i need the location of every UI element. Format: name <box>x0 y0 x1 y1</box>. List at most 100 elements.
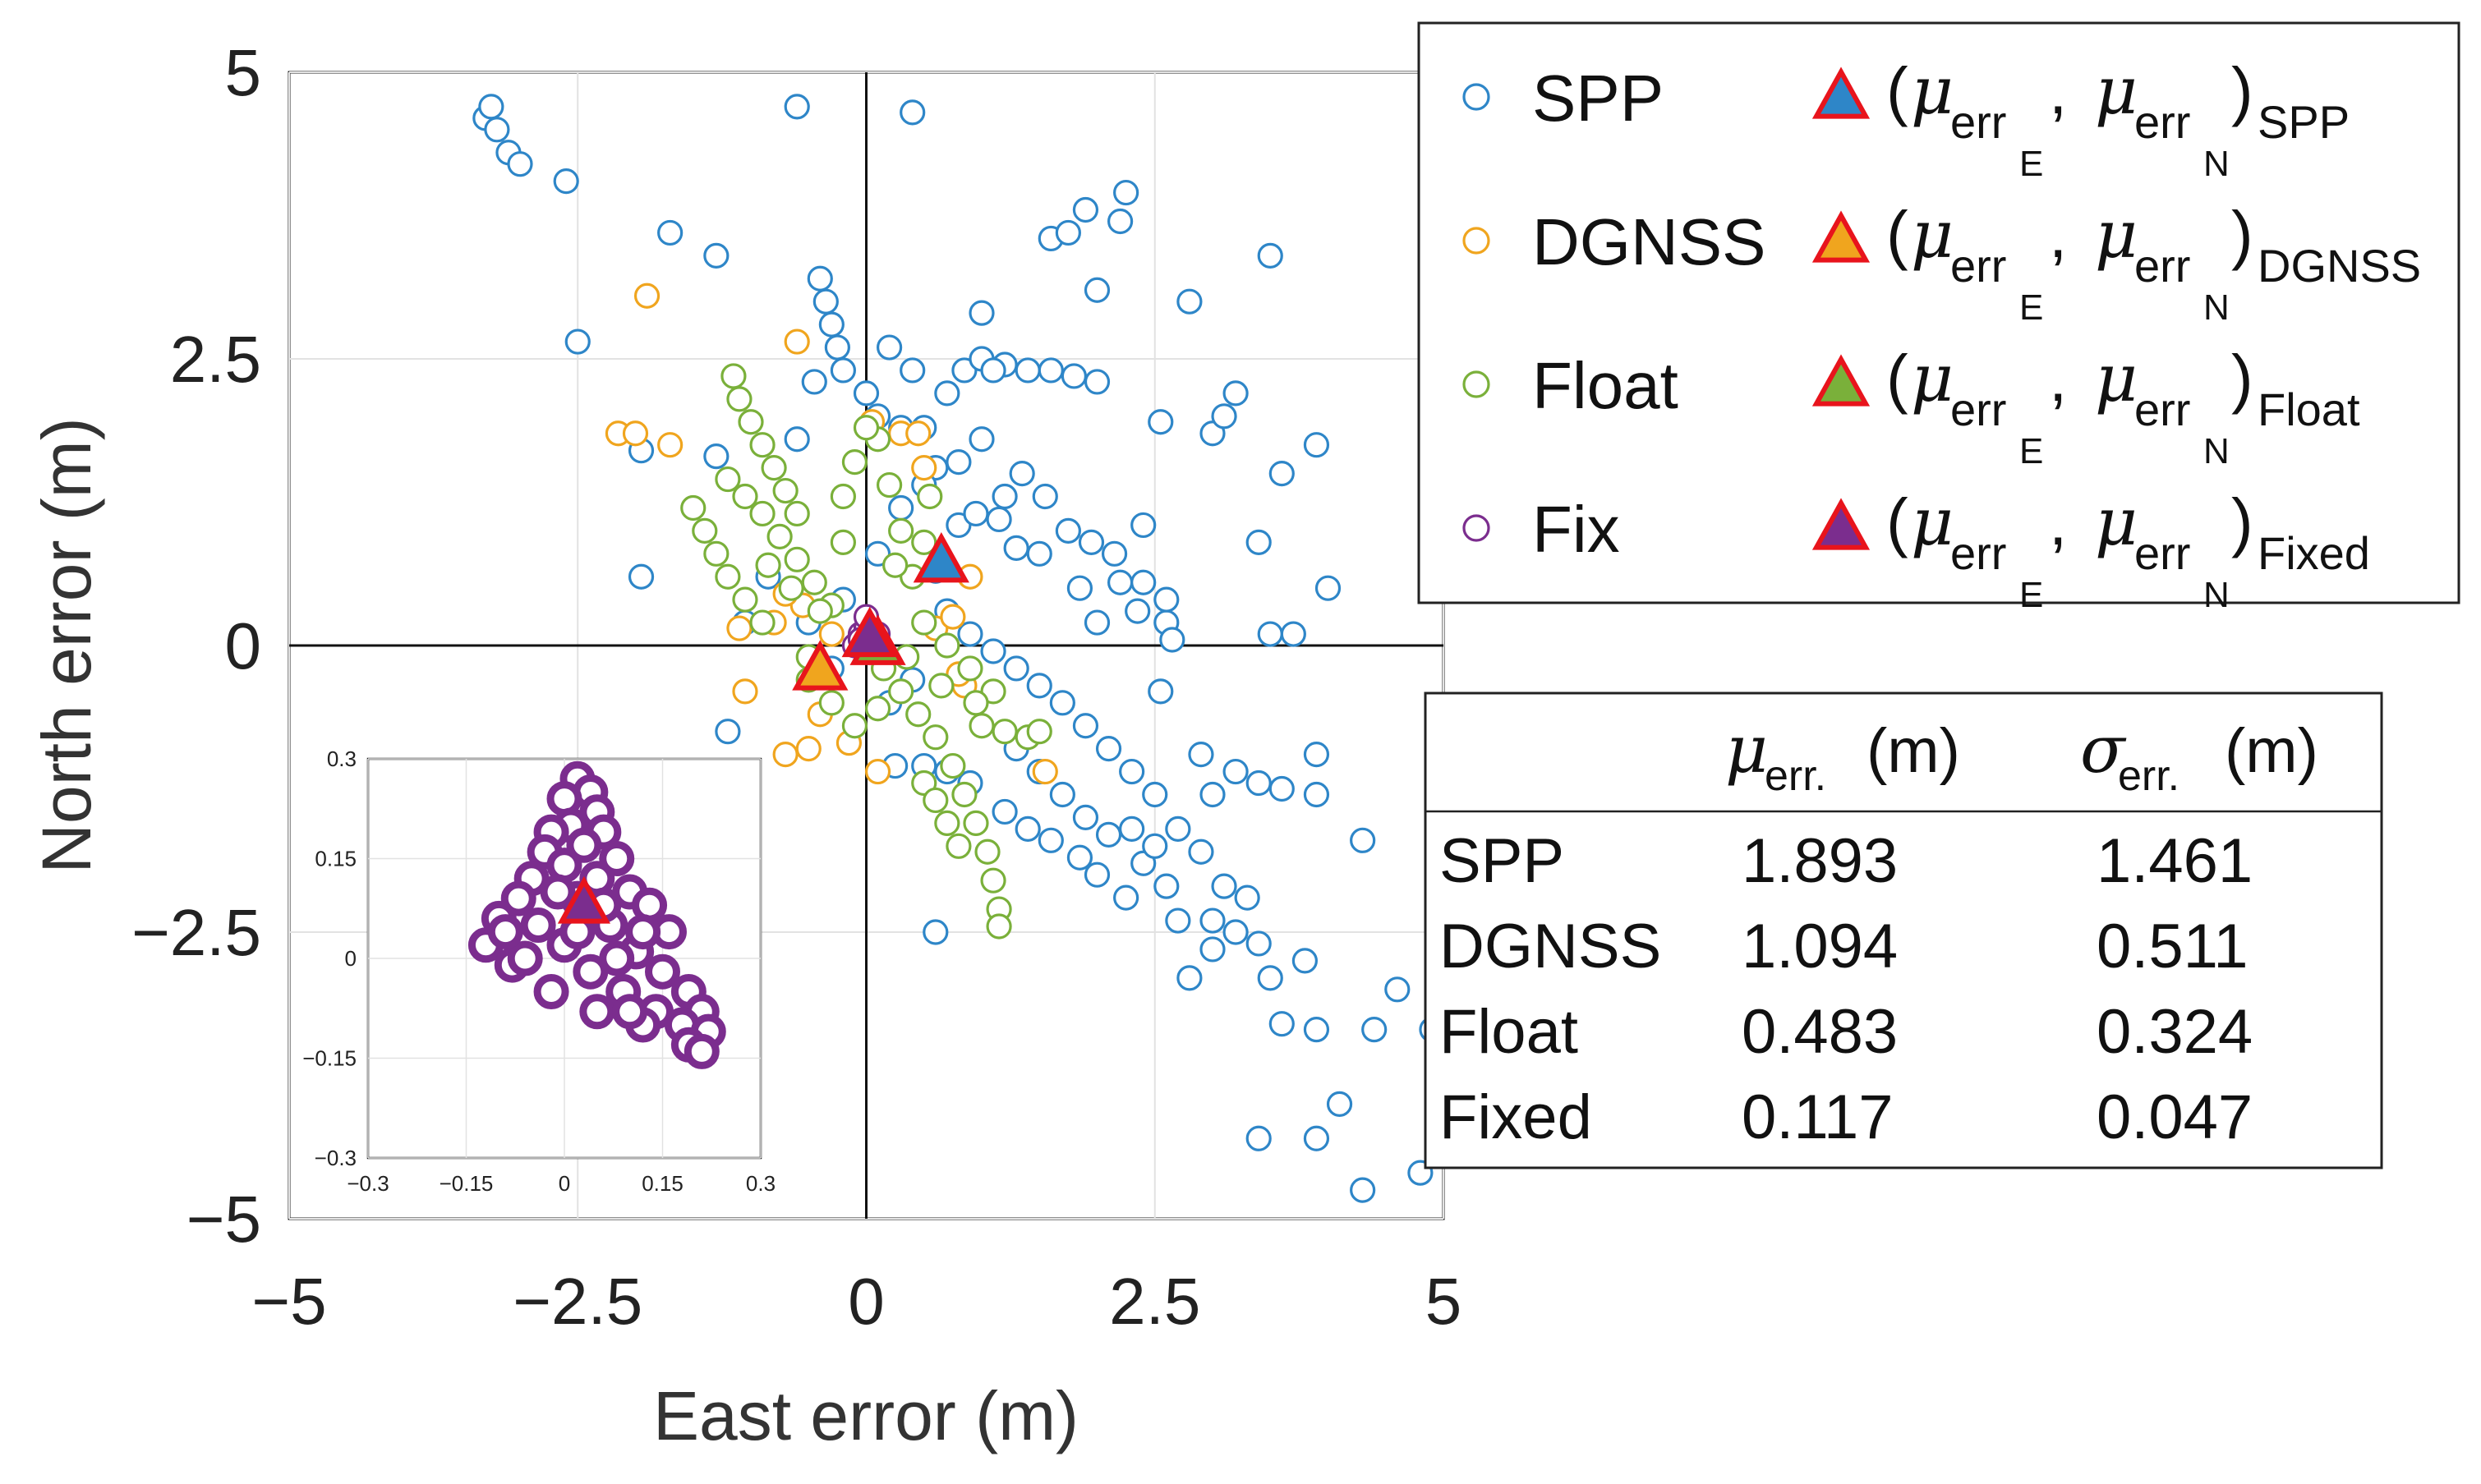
point-float <box>946 833 972 859</box>
point-float <box>876 471 903 498</box>
point-spp <box>1032 483 1058 510</box>
point-float <box>715 466 741 493</box>
point-spp <box>1125 598 1151 624</box>
point-float <box>923 787 949 814</box>
point-float <box>732 586 758 613</box>
point-spp <box>946 512 972 539</box>
point-spp <box>703 242 730 269</box>
point-spp <box>900 99 926 126</box>
point-spp <box>564 329 591 355</box>
x-tick-label: −5 <box>251 1265 326 1338</box>
x-tick-label: 0 <box>848 1265 885 1338</box>
series-float <box>680 363 1052 940</box>
point-spp <box>1291 948 1319 974</box>
point-spp <box>1176 288 1203 315</box>
point-spp <box>1084 861 1111 888</box>
point-float <box>980 867 1006 894</box>
point-float <box>715 563 741 590</box>
point-float <box>772 477 799 504</box>
inset-mean-marker <box>557 875 610 924</box>
point-spp <box>1095 821 1122 848</box>
point-spp <box>1303 1017 1330 1043</box>
point-spp <box>553 168 579 195</box>
legend-math-subscript: SPP <box>2258 96 2350 148</box>
point-spp <box>1211 403 1237 430</box>
legend-math-sub-e: E <box>2019 575 2043 615</box>
point-spp <box>507 151 533 177</box>
legend-math-err: err <box>1950 96 2006 148</box>
point-spp <box>1268 460 1295 487</box>
point-float <box>1026 719 1052 745</box>
point-spp <box>830 357 857 384</box>
point-spp <box>801 369 827 395</box>
point-spp <box>1107 208 1134 235</box>
point-spp <box>715 719 741 745</box>
point-spp <box>1222 758 1249 785</box>
inset-x-tick-label: 0.15 <box>642 1171 684 1196</box>
y-tick-label: −5 <box>186 1183 261 1256</box>
point-dgnss <box>795 736 822 762</box>
inset-y-tick-label: 0.3 <box>327 747 357 771</box>
stats-row-std: 0.047 <box>2097 1082 2253 1152</box>
point-spp <box>1038 827 1064 853</box>
point-dgnss <box>905 420 932 447</box>
inset-point <box>579 994 615 1030</box>
point-spp <box>1061 363 1088 389</box>
point-float <box>974 838 1001 865</box>
point-spp <box>992 483 1018 510</box>
point-float <box>766 523 793 549</box>
stats-header-err: err. <box>1765 752 1826 800</box>
point-spp <box>1107 569 1134 595</box>
inset-point <box>533 974 569 1009</box>
point-float <box>986 913 1012 940</box>
legend-math-comma: , <box>2049 342 2067 415</box>
legend-math-sub-e: E <box>2019 431 2043 471</box>
point-spp <box>1165 816 1191 842</box>
point-float <box>749 500 776 527</box>
mean-marker-dgnss <box>792 640 849 691</box>
point-spp <box>1049 690 1075 716</box>
stats-row-float: Float 0.483 0.324 <box>1439 997 2253 1067</box>
stats-header-sigma: σ <box>2080 711 2127 788</box>
point-spp <box>1234 884 1260 911</box>
point-float <box>864 696 891 722</box>
point-spp <box>853 380 880 407</box>
point-spp <box>1280 621 1306 647</box>
point-spp <box>1268 775 1295 802</box>
point-spp <box>1113 179 1139 206</box>
legend-math-sub-n: N <box>2203 144 2230 184</box>
point-dgnss <box>864 758 891 785</box>
point-spp <box>934 380 960 407</box>
legend-swatch-float <box>1462 370 1490 398</box>
point-float <box>923 724 949 751</box>
point-spp <box>1072 196 1099 223</box>
point-spp <box>1084 609 1111 636</box>
point-spp <box>1066 575 1093 601</box>
legend-math-subscript: Fixed <box>2258 527 2370 579</box>
inset-x-tick-label: −0.3 <box>347 1171 389 1196</box>
legend-math-mu: μ <box>2095 340 2138 416</box>
point-float <box>934 632 960 659</box>
inset-point <box>540 874 576 910</box>
stats-header-mu: μ <box>1725 711 1768 788</box>
point-float <box>888 678 914 705</box>
legend-label: Fix <box>1532 493 1620 566</box>
point-spp <box>1165 907 1191 934</box>
point-spp <box>818 311 845 338</box>
point-spp <box>1268 1011 1295 1037</box>
mean-marker-fixed <box>841 606 898 658</box>
point-dgnss <box>911 455 937 481</box>
legend-math-err: err <box>2134 96 2190 148</box>
point-spp <box>1078 529 1105 555</box>
point-spp <box>1130 850 1157 876</box>
point-spp <box>1257 242 1283 269</box>
legend-frame <box>1417 21 2460 604</box>
point-float <box>911 770 937 797</box>
point-float <box>703 540 730 567</box>
point-spp <box>1142 833 1168 859</box>
point-spp <box>484 117 510 143</box>
